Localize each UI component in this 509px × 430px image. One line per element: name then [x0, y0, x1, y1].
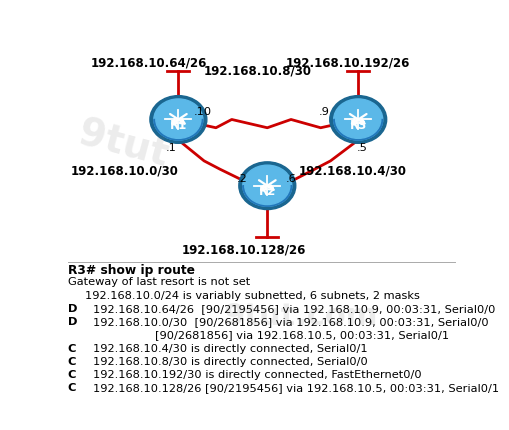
Circle shape	[333, 99, 382, 140]
Text: .10: .10	[193, 107, 212, 117]
Circle shape	[242, 165, 291, 206]
Text: 192.168.10.4/30: 192.168.10.4/30	[298, 164, 406, 177]
Text: C: C	[68, 370, 76, 380]
Text: R3: R3	[349, 119, 366, 132]
Circle shape	[156, 101, 201, 138]
Text: .6: .6	[285, 174, 296, 184]
Text: Gateway of last resort is not set: Gateway of last resort is not set	[68, 277, 249, 287]
Text: 9tut.com: 9tut.com	[223, 302, 377, 331]
Text: R1: R1	[169, 119, 187, 132]
Circle shape	[154, 99, 203, 140]
Text: 192.168.10.0/30: 192.168.10.0/30	[71, 164, 179, 177]
Text: R3# show ip route: R3# show ip route	[68, 264, 194, 277]
Text: 192.168.10.192/26: 192.168.10.192/26	[286, 57, 410, 70]
Text: [90/2681856] via 192.168.10.5, 00:03:31, Serial0/1: [90/2681856] via 192.168.10.5, 00:03:31,…	[154, 330, 448, 341]
Text: .2: .2	[237, 174, 247, 184]
Text: 192.168.10.4/30 is directly connected, Serial0/1: 192.168.10.4/30 is directly connected, S…	[93, 344, 367, 353]
Text: 192.168.10.0/30  [90/2681856] via 192.168.10.9, 00:03:31, Serial0/0: 192.168.10.0/30 [90/2681856] via 192.168…	[93, 317, 488, 327]
Text: 192.168.10.128/26: 192.168.10.128/26	[181, 244, 305, 257]
Text: .1: .1	[165, 143, 176, 153]
Circle shape	[150, 95, 207, 143]
Text: .5: .5	[356, 143, 367, 153]
Text: 192.168.10.64/26: 192.168.10.64/26	[91, 57, 207, 70]
Text: C: C	[68, 384, 76, 393]
Circle shape	[244, 167, 289, 205]
Text: 192.168.10.64/26  [90/2195456] via 192.168.10.9, 00:03:31, Serial0/0: 192.168.10.64/26 [90/2195456] via 192.16…	[93, 304, 495, 314]
Text: 192.168.10.8/30: 192.168.10.8/30	[203, 65, 311, 78]
Circle shape	[335, 101, 380, 138]
Text: D: D	[68, 317, 77, 327]
Text: D: D	[68, 304, 77, 314]
Circle shape	[329, 95, 386, 143]
Text: R2: R2	[258, 185, 275, 198]
Wedge shape	[242, 186, 291, 206]
Wedge shape	[333, 120, 382, 140]
Text: .9: .9	[318, 107, 329, 117]
Text: C: C	[68, 357, 76, 367]
Circle shape	[238, 162, 295, 209]
Text: 192.168.10.8/30 is directly connected, Serial0/0: 192.168.10.8/30 is directly connected, S…	[93, 357, 367, 367]
Text: C: C	[68, 344, 76, 353]
Text: 192.168.10.0/24 is variably subnetted, 6 subnets, 2 masks: 192.168.10.0/24 is variably subnetted, 6…	[86, 291, 419, 301]
Text: 192.168.10.128/26 [90/2195456] via 192.168.10.5, 00:03:31, Serial0/1: 192.168.10.128/26 [90/2195456] via 192.1…	[93, 384, 498, 393]
Text: 192.168.10.192/30 is directly connected, FastEthernet0/0: 192.168.10.192/30 is directly connected,…	[93, 370, 421, 380]
Text: 9tut: 9tut	[74, 114, 172, 175]
Wedge shape	[154, 120, 203, 140]
